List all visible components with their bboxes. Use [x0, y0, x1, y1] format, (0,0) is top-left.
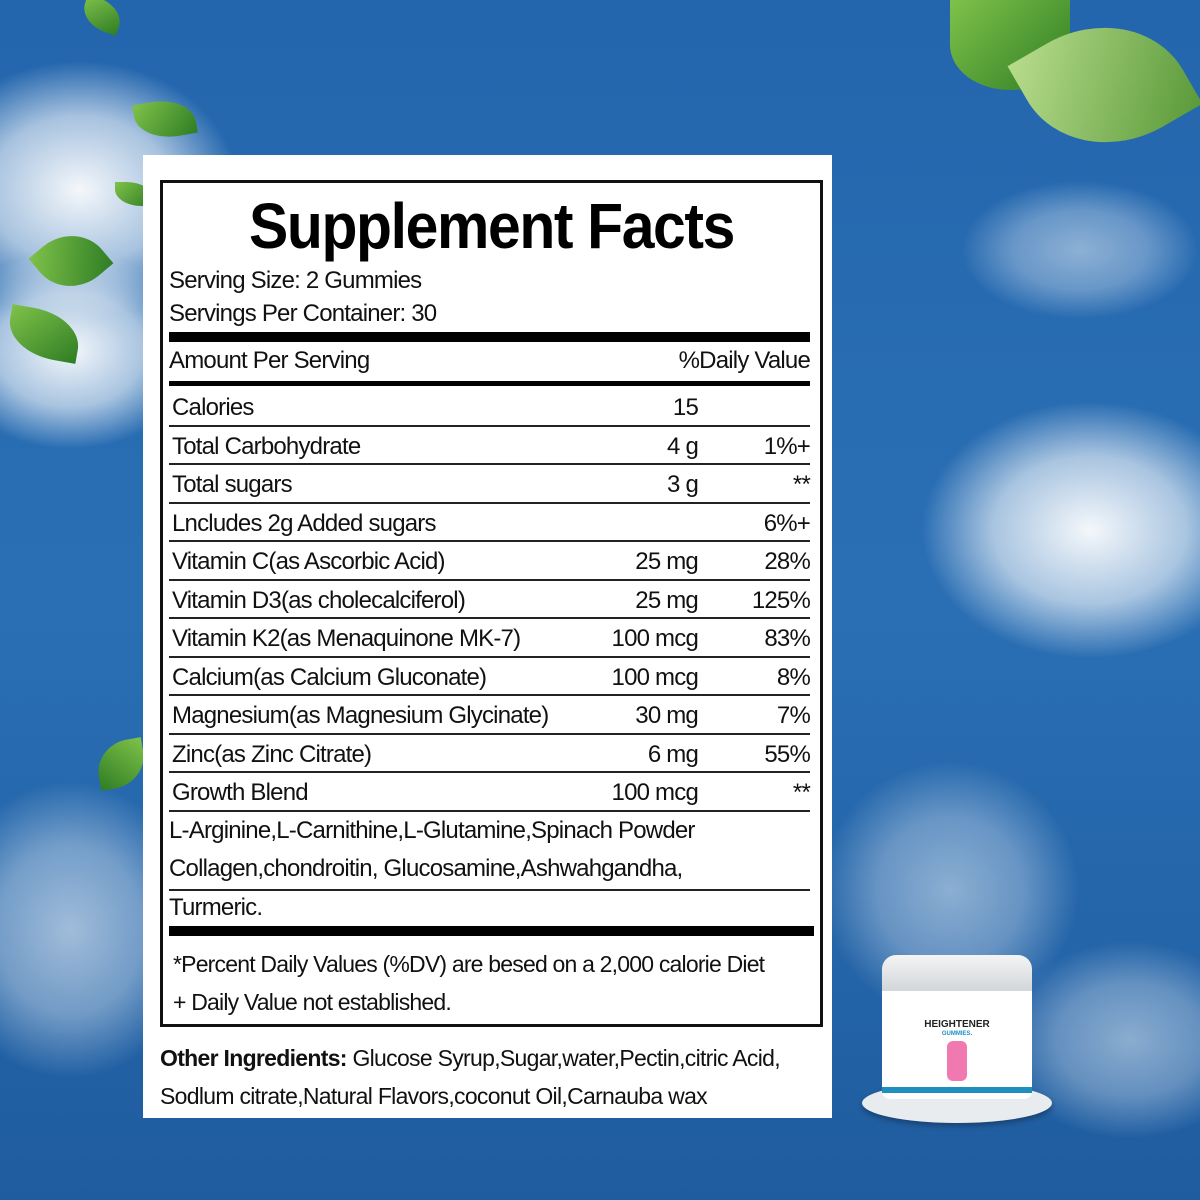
other-ingredients-text: Glucose Syrup,Sugar,water,Pectin,citric …: [346, 1045, 780, 1071]
blend-line: Collagen,chondroitin, Glucosamine,Ashwah…: [169, 855, 683, 882]
nutrient-name: Total Carbohydrate: [172, 432, 361, 460]
nutrient-row: Vitamin D3(as cholecalciferol) 25 mg 125%: [169, 581, 811, 619]
other-ingredients: Other Ingredients: Glucose Syrup,Sugar,w…: [160, 1045, 781, 1072]
label-title: Supplement Facts: [248, 190, 735, 262]
nutrient-name: Vitamin D3(as cholecalciferol): [172, 586, 466, 614]
nutrient-daily-value: 8%: [776, 663, 811, 691]
nutrient-daily-value: 6%+: [763, 509, 811, 537]
nutrient-daily-value: 83%: [764, 625, 810, 652]
nutrient-row: Lncludes 2g Added sugars 6%+: [169, 504, 811, 542]
illustration: [947, 1041, 967, 1081]
servings-per-container: Servings Per Container: 30: [169, 300, 437, 327]
nutrient-amount: 25 mg: [635, 548, 699, 575]
nutrient-row: Magnesium(as Magnesium Glycinate) 30 mg 7%: [169, 696, 811, 735]
serving-size: Serving Size: 2 Gummies: [169, 267, 422, 294]
nutrient-name: Magnesium(as Magnesium Glycinate): [172, 702, 549, 729]
nutrient-daily-value: 28%: [764, 548, 810, 575]
nutrient-row: Calories 15: [169, 388, 810, 427]
blend-line: L-Arginine,L-Carnithine,L-Glutamine,Spin…: [169, 817, 695, 844]
daily-value-header: %Daily Value: [678, 347, 811, 374]
nutrient-daily-value: **: [792, 471, 811, 498]
product-brand: HEIGHTENER: [924, 1019, 990, 1030]
nutrient-row: Vitamin K2(as Menaquinone MK-7) 100 mcg 83…: [169, 619, 811, 658]
nutrient-row: Total sugars 3 g **: [169, 465, 811, 504]
footnote-not-established: + Daily Value not established.: [173, 989, 452, 1015]
amount-per-serving-header: Amount Per Serving: [169, 347, 370, 374]
nutrient-daily-value: 55%: [764, 740, 810, 768]
nutrient-name: Zinc(as Zinc Citrate): [172, 740, 372, 768]
nutrient-name: Total sugars: [172, 471, 293, 498]
divider-thick: [169, 332, 810, 342]
nutrient-amount: 6 mg: [647, 740, 699, 768]
nutrient-row: Zinc(as Zinc Citrate) 6 mg 55%: [169, 735, 811, 773]
nutrient-amount: 15: [672, 394, 699, 421]
supplement-facts-label: Supplement Facts Serving Size: 2 Gummies…: [143, 155, 832, 1118]
nutrient-row: Vitamin C(as Ascorbic Acid) 25 mg 28%: [169, 542, 811, 581]
nutrient-daily-value: 1%+: [763, 432, 811, 460]
product-sub: GUMMIES.: [941, 1031, 973, 1037]
nutrient-name: Calcium(as Calcium Gluconate): [172, 663, 487, 691]
nutrient-amount: 4 g: [667, 432, 699, 460]
nutrient-name: Growth Blend: [172, 779, 309, 806]
nutrient-amount: 100 mcg: [611, 779, 699, 806]
nutrient-row: Total Carbohydrate 4 g 1%+: [169, 427, 811, 465]
nutrient-row: Growth Blend 100 mcg **: [169, 773, 811, 812]
nutrient-daily-value: 125%: [751, 586, 811, 614]
nutrient-amount: 25 mg: [635, 586, 699, 614]
nutrient-amount: 3 g: [667, 471, 699, 498]
nutrient-daily-value: **: [792, 779, 811, 806]
blend-line: Turmeric.: [169, 894, 263, 921]
nutrient-amount: 30 mg: [635, 702, 699, 729]
nutrient-daily-value: 7%: [776, 702, 811, 729]
nutrient-name: Calories: [172, 394, 254, 421]
product-jar-image: HEIGHTENER GUMMIES.: [862, 955, 1052, 1125]
nutrient-amount: 100 mcg: [611, 663, 699, 691]
divider-thin: [169, 889, 810, 891]
divider-medium: [169, 381, 810, 386]
footnote-daily-values: *Percent Daily Values (%DV) are besed on…: [173, 951, 765, 977]
other-ingredients-line2: Sodlum citrate,Natural Flavors,coconut O…: [160, 1083, 708, 1109]
facts-panel: Supplement Facts Serving Size: 2 Gummies…: [160, 180, 823, 1027]
nutrient-row: Calcium(as Calcium Gluconate) 100 mcg 8%: [169, 658, 811, 696]
divider-thick: [169, 926, 814, 936]
nutrient-amount: 100 mcg: [611, 625, 699, 652]
nutrient-name: Vitamin K2(as Menaquinone MK-7): [172, 625, 521, 652]
other-ingredients-label: Other Ingredients:: [160, 1045, 347, 1071]
nutrient-name: Lncludes 2g Added sugars: [172, 509, 436, 537]
nutrient-name: Vitamin C(as Ascorbic Acid): [172, 548, 446, 575]
